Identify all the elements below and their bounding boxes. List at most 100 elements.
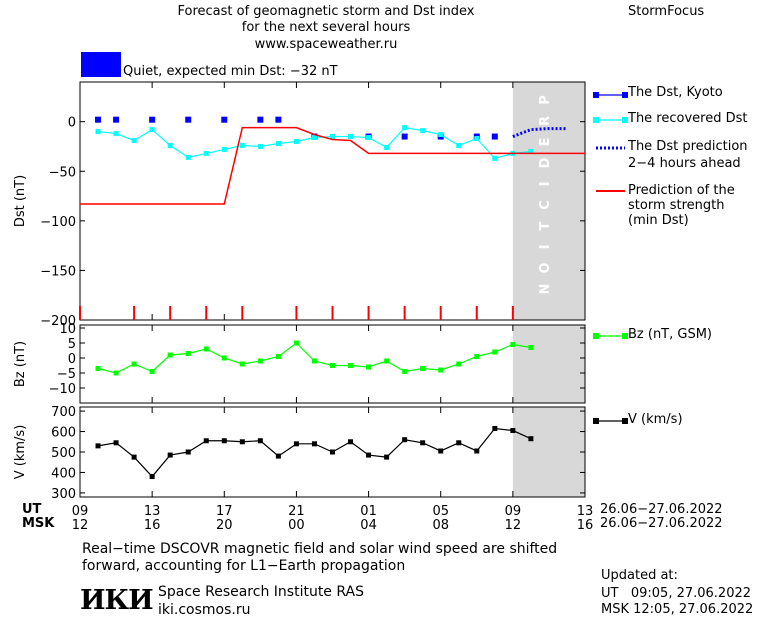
data-point-the-dst-kyoto — [401, 133, 408, 140]
data-point-v-km-s — [348, 439, 354, 445]
data-point-v-km-s — [239, 439, 245, 445]
data-point-the-recovered-dst — [149, 127, 155, 133]
data-point-v-km-s — [293, 441, 299, 447]
data-point-the-recovered-dst — [221, 146, 227, 152]
data-point-the-recovered-dst — [275, 140, 281, 146]
data-point-bz-nt-gsm — [257, 358, 263, 364]
msk-tick-label: 16 — [144, 518, 161, 533]
data-point-v-km-s — [474, 448, 480, 454]
data-point-the-dst-kyoto — [185, 116, 192, 123]
msk-axis-label: MSK — [22, 516, 55, 531]
data-point-v-km-s — [113, 440, 119, 446]
ut-axis-label: UT — [22, 502, 42, 517]
legend-v-swatch-marker — [593, 418, 599, 424]
y-tick-label-v: 700 — [51, 405, 76, 420]
data-point-bz-nt-gsm — [456, 361, 462, 367]
data-point-the-recovered-dst — [311, 135, 317, 141]
data-point-the-recovered-dst — [474, 136, 480, 142]
updated-ut: UT 09:05, 27.06.2022 — [601, 586, 752, 601]
data-point-the-dst-kyoto — [149, 116, 156, 123]
legend-dst-prediction-label-2: 2−4 hours ahead — [628, 156, 741, 171]
ut-date-range: 26.06−27.06.2022 — [600, 502, 723, 517]
data-point-the-recovered-dst — [330, 134, 335, 140]
data-point-bz-nt-gsm — [384, 358, 390, 364]
series-line-the-dst-prediction-2-4-hours-ahead — [512, 127, 567, 138]
legend-dst-kyoto-swatch-marker — [622, 92, 628, 98]
chart-title-line2: for the next several hours — [241, 20, 411, 35]
prediction-letter: T — [538, 221, 553, 230]
y-tick-label-dst: 0 — [68, 116, 76, 131]
y-tick-label-v: 600 — [51, 426, 76, 441]
chart-title-line1: Forecast of geomagnetic storm and Dst in… — [177, 4, 475, 19]
data-point-bz-nt-gsm — [167, 352, 173, 358]
y-axis-label-v: V (km/s) — [13, 425, 28, 480]
data-point-bz-nt-gsm — [366, 364, 372, 370]
data-point-bz-nt-gsm — [149, 369, 155, 374]
prediction-zone-v — [512, 407, 585, 497]
data-point-v-km-s — [510, 428, 516, 434]
data-point-the-dst-kyoto — [221, 116, 228, 123]
data-point-the-recovered-dst — [438, 132, 444, 138]
prediction-letter: N — [538, 284, 553, 295]
data-point-bz-nt-gsm — [420, 366, 426, 371]
data-point-the-dst-kyoto — [491, 133, 498, 140]
site-url: www.spaceweather.ru — [254, 37, 398, 52]
data-point-v-km-s — [528, 436, 534, 442]
data-point-bz-nt-gsm — [474, 354, 480, 359]
brand-name: StormFocus — [628, 4, 705, 19]
data-point-v-km-s — [402, 437, 408, 443]
prediction-letter: I — [538, 182, 553, 187]
msk-tick-label: 12 — [72, 518, 89, 533]
ut-tick-label: 01 — [360, 504, 377, 519]
y-tick-label-bz: 5 — [68, 337, 76, 352]
prediction-letter: C — [538, 200, 553, 210]
data-point-bz-nt-gsm — [293, 340, 299, 346]
data-point-v-km-s — [275, 453, 281, 459]
legend-dst-recovered-swatch-marker — [593, 117, 599, 123]
ut-tick-label: 13 — [577, 504, 594, 519]
data-point-the-recovered-dst — [420, 128, 426, 134]
y-tick-label-bz: −5 — [57, 367, 76, 382]
msk-tick-label: 00 — [288, 518, 305, 533]
data-point-the-recovered-dst — [203, 150, 209, 156]
data-point-the-recovered-dst — [113, 131, 119, 137]
data-point-v-km-s — [456, 440, 462, 446]
y-tick-label-v: 400 — [51, 466, 76, 481]
data-point-the-recovered-dst — [384, 144, 390, 150]
msk-tick-label: 04 — [360, 518, 377, 533]
legend-dst-prediction-label-1: The Dst prediction — [628, 139, 748, 154]
data-point-the-recovered-dst — [131, 138, 137, 144]
y-tick-label-v: 500 — [51, 446, 76, 461]
y-tick-label-dst: −50 — [49, 165, 76, 180]
prediction-zone-bz — [512, 325, 585, 403]
y-tick-label-bz: −10 — [49, 382, 76, 397]
data-point-the-recovered-dst — [492, 155, 498, 161]
data-point-v-km-s — [420, 440, 426, 446]
data-point-bz-nt-gsm — [221, 355, 227, 361]
data-point-v-km-s — [492, 425, 498, 431]
status-swatch — [81, 52, 121, 77]
msk-tick-label: 12 — [505, 518, 522, 533]
data-point-v-km-s — [185, 449, 191, 455]
data-point-the-recovered-dst — [293, 139, 299, 144]
y-tick-label-dst: −200 — [40, 314, 76, 329]
data-point-bz-nt-gsm — [185, 351, 191, 356]
legend-storm-strength-label-1: Prediction of the — [628, 183, 735, 198]
data-point-v-km-s — [203, 438, 209, 444]
data-point-the-dst-kyoto — [95, 116, 102, 123]
data-point-v-km-s — [167, 452, 173, 458]
msk-date-range: 26.06−27.06.2022 — [600, 516, 723, 531]
y-tick-label-dst: −100 — [40, 215, 76, 230]
msk-tick-label: 16 — [577, 518, 594, 533]
ut-tick-label: 17 — [216, 504, 233, 519]
data-point-v-km-s — [131, 454, 137, 460]
msk-tick-label: 08 — [432, 518, 449, 533]
legend-v-label: V (km/s) — [628, 412, 683, 427]
prediction-letter: P — [538, 95, 553, 105]
data-point-bz-nt-gsm — [348, 363, 354, 368]
y-tick-label-v: 300 — [51, 487, 76, 502]
prediction-letter: I — [538, 245, 553, 250]
legend-dst-kyoto-swatch-marker — [593, 92, 599, 98]
data-point-the-dst-kyoto — [257, 116, 264, 123]
